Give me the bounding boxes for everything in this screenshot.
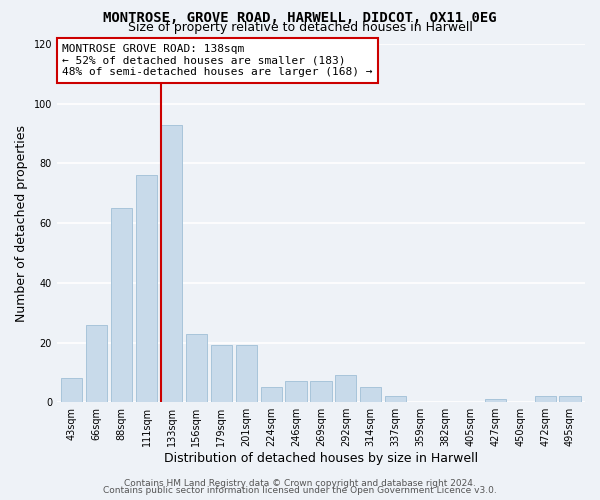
Bar [385,396,406,402]
Bar [286,382,307,402]
Bar [335,376,356,402]
Bar [535,396,556,402]
Bar [211,346,232,402]
Bar [485,399,506,402]
Bar [111,208,132,402]
Y-axis label: Number of detached properties: Number of detached properties [15,124,28,322]
Bar [136,176,157,402]
Bar [310,382,332,402]
Bar [161,124,182,402]
Bar [186,334,207,402]
X-axis label: Distribution of detached houses by size in Harwell: Distribution of detached houses by size … [164,452,478,465]
Text: Contains HM Land Registry data © Crown copyright and database right 2024.: Contains HM Land Registry data © Crown c… [124,478,476,488]
Bar [360,388,382,402]
Bar [559,396,581,402]
Bar [236,346,257,402]
Text: MONTROSE, GROVE ROAD, HARWELL, DIDCOT, OX11 0EG: MONTROSE, GROVE ROAD, HARWELL, DIDCOT, O… [103,11,497,25]
Bar [260,388,282,402]
Text: MONTROSE GROVE ROAD: 138sqm
← 52% of detached houses are smaller (183)
48% of se: MONTROSE GROVE ROAD: 138sqm ← 52% of det… [62,44,373,77]
Text: Contains public sector information licensed under the Open Government Licence v3: Contains public sector information licen… [103,486,497,495]
Text: Size of property relative to detached houses in Harwell: Size of property relative to detached ho… [128,22,472,35]
Bar [61,378,82,402]
Bar [86,324,107,402]
